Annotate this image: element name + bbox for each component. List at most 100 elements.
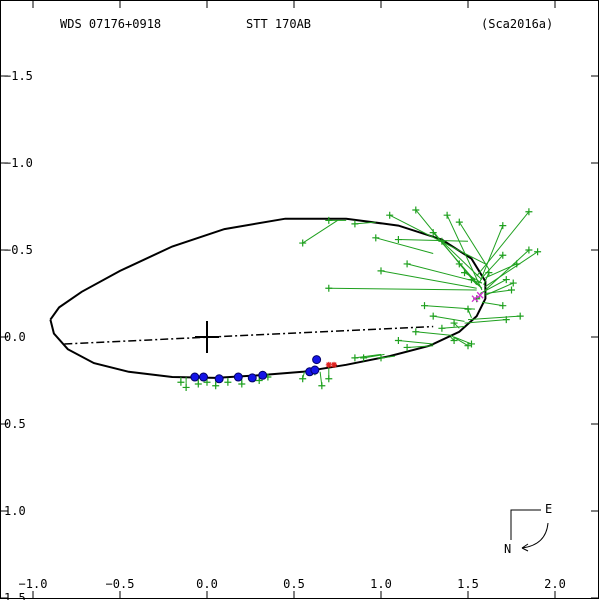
obs-plus-marker	[429, 312, 437, 320]
residual-line	[441, 240, 483, 280]
obs-plus-marker	[386, 211, 394, 219]
obs-plus-marker	[224, 378, 232, 386]
obs-plus-marker	[299, 239, 307, 247]
residual-line	[464, 272, 483, 284]
obs-plus-marker	[299, 375, 307, 383]
obs-plus-marker	[509, 279, 517, 287]
x-tick-label: −0.5	[106, 577, 135, 591]
residual-line	[476, 211, 530, 277]
obs-plus-marker	[194, 380, 202, 388]
obs-x-marker	[471, 295, 479, 303]
residual-line	[485, 289, 512, 294]
header-wds-id: WDS 07176+0918	[60, 17, 161, 31]
obs-plus-marker	[438, 237, 446, 245]
obs-plus-marker	[502, 276, 510, 284]
obs-plus-marker	[421, 302, 428, 310]
x-tick-label: −1.0	[19, 577, 48, 591]
obs-plus-marker	[403, 343, 411, 351]
y-tick-label: 0.5	[4, 417, 26, 431]
compass-arrowhead	[521, 543, 529, 552]
x-tick-label: 0.5	[283, 577, 305, 591]
obs-circle-marker	[310, 365, 320, 375]
obs-plus-marker	[461, 269, 469, 277]
residual-line	[380, 270, 477, 289]
obs-plus-marker	[450, 336, 458, 344]
obs-plus-marker	[443, 211, 451, 219]
obs-plus-marker	[450, 319, 458, 327]
obs-plus-marker	[351, 220, 359, 228]
obs-circle-marker	[233, 372, 243, 382]
obs-plus-marker	[412, 328, 420, 336]
obs-plus-marker	[238, 380, 246, 388]
residual-line	[464, 319, 507, 324]
obs-circle-marker	[190, 372, 200, 382]
obs-circle-marker	[214, 374, 224, 384]
y-tick-label: −1.0	[4, 156, 33, 170]
x-tick-label: 1.5	[457, 577, 479, 591]
obs-plus-marker	[325, 284, 333, 292]
obs-plus-marker	[255, 377, 263, 384]
obs-plus-marker	[502, 316, 510, 324]
residual-line	[389, 214, 486, 265]
obs-plus-marker	[499, 302, 507, 310]
residual-line	[467, 315, 521, 321]
compass-arc-arrow	[521, 522, 549, 549]
residual-line	[375, 237, 434, 254]
y-tick-label: 0.0	[4, 330, 26, 344]
primary-star-cross	[195, 321, 219, 353]
residual-line	[485, 263, 517, 279]
residual-line	[302, 220, 338, 244]
obs-plus-marker	[525, 208, 533, 216]
obs-plus-marker	[455, 260, 463, 268]
residual-lines	[180, 209, 538, 388]
residual-line	[441, 326, 465, 329]
obs-x-marker	[476, 291, 484, 299]
observation-markers	[177, 206, 542, 391]
residual-line	[433, 315, 465, 322]
residual-line	[483, 272, 490, 285]
obs-plus-marker	[177, 378, 185, 386]
residual-line	[485, 251, 538, 287]
obs-circle-marker	[247, 373, 257, 383]
obs-circle-marker	[258, 370, 268, 380]
residual-line	[479, 279, 507, 294]
obs-plus-marker	[403, 260, 411, 268]
header-reference: (Sca2016a)	[481, 17, 553, 31]
residual-line	[446, 214, 483, 291]
obs-plus-marker	[394, 336, 402, 344]
compass-east-arm	[510, 509, 541, 540]
residual-line	[415, 331, 451, 336]
obs-plus-marker	[212, 382, 220, 390]
residual-line	[398, 339, 434, 345]
x-tick-label: 0.0	[196, 577, 218, 591]
orbit-ellipse	[49, 217, 487, 379]
obs-star-marker	[325, 361, 332, 368]
obs-plus-marker	[467, 340, 475, 348]
obs-plus-marker	[325, 375, 333, 383]
obs-plus-marker	[377, 354, 385, 362]
obs-plus-marker	[525, 246, 533, 254]
residual-line	[485, 249, 530, 291]
obs-circle-marker	[199, 372, 209, 382]
obs-plus-marker	[438, 324, 446, 332]
obs-plus-marker	[464, 305, 472, 313]
residual-line	[458, 221, 490, 270]
residual-line	[479, 225, 504, 282]
y-tick-label: −0.5	[4, 243, 33, 257]
line-of-nodes	[64, 325, 434, 345]
obs-circle-marker	[312, 355, 322, 365]
header-system-name: STT 170AB	[246, 17, 311, 31]
obs-plus-marker	[467, 276, 475, 284]
compass-rose: E N	[504, 502, 552, 556]
compass-east-label: E	[545, 502, 552, 516]
obs-plus-marker	[182, 383, 190, 391]
obs-plus-marker	[499, 222, 507, 230]
x-tick-label: 2.0	[544, 577, 566, 591]
obs-plus-marker	[351, 354, 359, 362]
obs-plus-marker	[412, 206, 420, 214]
tick-labels: −1.0 −0.5 0.0 0.5 1.0 1.5 2.0 1.5 1.0 0.5 0.0 −0.5 −…	[4, 69, 566, 600]
y-tick-label: 1.0	[4, 504, 26, 518]
obs-plus-marker	[429, 229, 437, 237]
